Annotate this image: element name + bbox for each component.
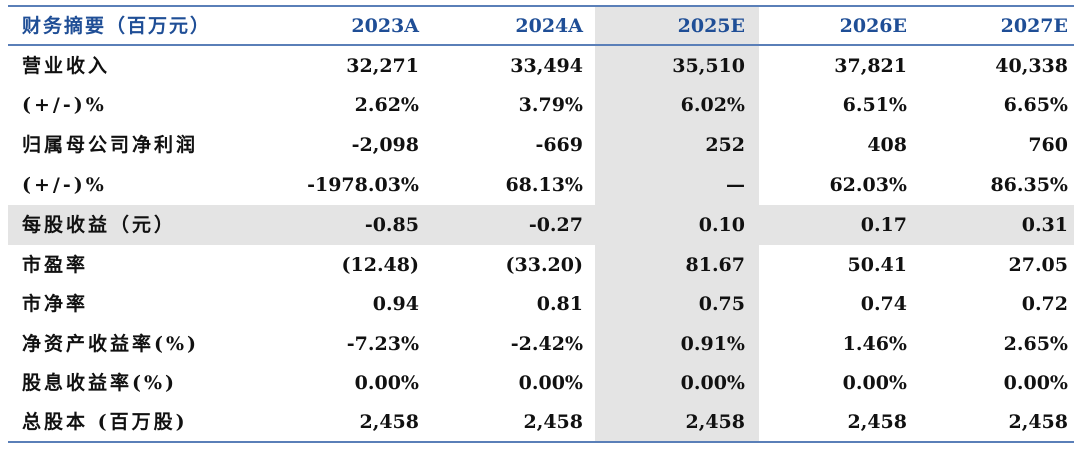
- cell-2024a: 2,458: [523, 411, 584, 433]
- row-label: 股息收益率(%): [22, 372, 178, 394]
- row-label: 净资产收益率(%): [22, 333, 200, 355]
- cell-2023a: -2,098: [351, 134, 419, 156]
- cell-2025e: 252: [705, 134, 745, 156]
- table-row-pe-ratio: 市盈率 (12.48) (33.20) 81.67 50.41 27.05: [8, 245, 1074, 285]
- cell-2023a: -0.85: [364, 214, 419, 236]
- cell-2025e: 0.00%: [680, 372, 745, 394]
- row-label: 归属母公司净利润: [22, 134, 199, 156]
- row-label: 每股收益（元）: [22, 214, 177, 236]
- cell-2027e: 86.35%: [990, 174, 1068, 196]
- cell-2023a: 2,458: [359, 411, 420, 433]
- cell-2025e: 35,510: [672, 55, 745, 77]
- cell-2023a: 0.94: [372, 293, 419, 315]
- cell-2027e: 40,338: [995, 55, 1068, 77]
- cell-2026e: 6.51%: [842, 94, 907, 116]
- row-label: 市盈率: [22, 254, 89, 276]
- cell-2026e: 1.46%: [842, 333, 907, 355]
- header-year-2027e: 2027E: [1000, 15, 1068, 37]
- cell-2024a: 33,494: [510, 55, 583, 77]
- header-year-2025e: 2025E: [677, 15, 745, 37]
- cell-2023a: 2.62%: [354, 94, 419, 116]
- cell-2025e: 81.67: [685, 254, 746, 276]
- header-year-2024a: 2024A: [515, 15, 583, 37]
- cell-2026e: 0.74: [860, 293, 907, 315]
- cell-2024a: -0.27: [528, 214, 583, 236]
- table-row-net-profit-growth: (+/-)% -1978.03% 68.13% — 62.03% 86.35%: [8, 165, 1074, 205]
- cell-2024a: -2.42%: [510, 333, 583, 355]
- cell-2027e: 760: [1028, 134, 1068, 156]
- cell-2025e: 0.91%: [680, 333, 745, 355]
- cell-2025e: 0.10: [698, 214, 745, 236]
- table-top-rule: [8, 5, 1074, 7]
- cell-2024a: 3.79%: [518, 94, 583, 116]
- cell-2026e: 0.00%: [842, 372, 907, 394]
- header-year-2023a: 2023A: [351, 15, 419, 37]
- cell-2026e: 408: [867, 134, 907, 156]
- table-row-revenue: 营业收入 32,271 33,494 35,510 37,821 40,338: [8, 46, 1074, 86]
- cell-2026e: 2,458: [847, 411, 908, 433]
- table-row-total-shares: 总股本 (百万股) 2,458 2,458 2,458 2,458 2,458: [8, 402, 1074, 442]
- cell-2027e: 6.65%: [1003, 94, 1068, 116]
- row-label: 市净率: [22, 293, 89, 315]
- cell-2025e: 6.02%: [680, 94, 745, 116]
- cell-2026e: 37,821: [834, 55, 907, 77]
- header-label: 财务摘要（百万元）: [22, 15, 212, 37]
- cell-2025e: 0.75: [698, 293, 745, 315]
- cell-2024a: -669: [535, 134, 583, 156]
- cell-2027e: 0.00%: [1003, 372, 1068, 394]
- cell-2023a: 32,271: [346, 55, 419, 77]
- cell-2026e: 50.41: [847, 254, 908, 276]
- table-bottom-rule: [8, 441, 1074, 443]
- cell-2023a: -1978.03%: [307, 174, 419, 196]
- row-label: 总股本 (百万股): [22, 411, 188, 433]
- cell-2027e: 0.72: [1021, 293, 1068, 315]
- eps-row-highlight: [8, 205, 1074, 245]
- table-header-row: 财务摘要（百万元） 2023A 2024A 2025E 2026E 2027E: [8, 6, 1074, 46]
- table-row-eps: 每股收益（元） -0.85 -0.27 0.10 0.17 0.31: [8, 205, 1074, 245]
- row-label: (+/-)%: [22, 174, 107, 196]
- cell-2023a: -7.23%: [346, 333, 419, 355]
- cell-2023a: 0.00%: [354, 372, 419, 394]
- cell-2027e: 27.05: [1008, 254, 1069, 276]
- cell-2026e: 0.17: [860, 214, 907, 236]
- row-label: 营业收入: [22, 55, 111, 77]
- cell-2024a: 0.00%: [518, 372, 583, 394]
- cell-2025e: 2,458: [685, 411, 746, 433]
- cell-2027e: 2,458: [1008, 411, 1069, 433]
- cell-2027e: 0.31: [1021, 214, 1068, 236]
- cell-2024a: 68.13%: [505, 174, 583, 196]
- cell-2026e: 62.03%: [829, 174, 907, 196]
- table-row-pb-ratio: 市净率 0.94 0.81 0.75 0.74 0.72: [8, 284, 1074, 324]
- row-label: (+/-)%: [22, 94, 107, 116]
- header-bottom-rule: [8, 44, 1074, 46]
- cell-2023a: (12.48): [341, 254, 419, 276]
- table-row-dividend-yield: 股息收益率(%) 0.00% 0.00% 0.00% 0.00% 0.00%: [8, 363, 1074, 403]
- cell-2024a: 0.81: [536, 293, 583, 315]
- table-row-revenue-growth: (+/-)% 2.62% 3.79% 6.02% 6.51% 6.65%: [8, 85, 1074, 125]
- cell-2025e: —: [726, 174, 745, 196]
- table-row-net-profit: 归属母公司净利润 -2,098 -669 252 408 760: [8, 125, 1074, 165]
- table-row-roe: 净资产收益率(%) -7.23% -2.42% 0.91% 1.46% 2.65…: [8, 324, 1074, 364]
- header-year-2026e: 2026E: [839, 15, 907, 37]
- cell-2027e: 2.65%: [1003, 333, 1068, 355]
- cell-2024a: (33.20): [505, 254, 583, 276]
